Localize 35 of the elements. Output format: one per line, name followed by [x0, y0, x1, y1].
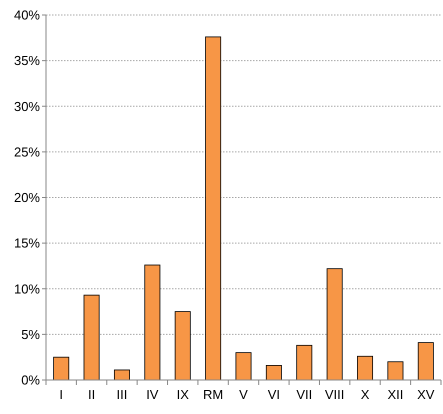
bar — [53, 356, 70, 380]
bar — [236, 352, 252, 380]
y-tick-label: 5% — [21, 326, 40, 342]
x-tick-label: V — [239, 387, 248, 402]
y-tick-label: 15% — [14, 236, 40, 251]
x-tick-label: XII — [387, 387, 404, 402]
y-tick-label: 35% — [14, 53, 40, 68]
bar — [174, 311, 191, 380]
x-tick-label: VIII — [324, 387, 344, 402]
bar — [266, 365, 282, 380]
x-tick-label: VI — [268, 387, 280, 402]
x-tick-label: IV — [146, 387, 159, 402]
x-tick-label: IX — [176, 387, 190, 402]
x-tick-label: I — [59, 387, 64, 402]
x-tick-label: VII — [296, 387, 312, 402]
bar — [326, 268, 343, 380]
bar — [84, 294, 100, 380]
bar — [114, 370, 130, 380]
x-tick-label: RM — [203, 387, 224, 402]
y-tick-label: 10% — [14, 281, 40, 296]
bar — [296, 344, 312, 380]
bar — [357, 356, 374, 380]
bar — [205, 36, 222, 380]
y-tick-label: 30% — [14, 98, 40, 114]
x-tick-label: XV — [417, 387, 435, 402]
x-tick-label: X — [360, 387, 370, 402]
bar — [387, 361, 404, 380]
y-tick-label: 0% — [21, 372, 40, 388]
y-tick-label: 20% — [14, 190, 40, 206]
y-tick-label: 25% — [14, 144, 40, 160]
x-tick-label: III — [116, 387, 128, 402]
y-tick-label: 40% — [14, 8, 40, 23]
bar — [418, 342, 434, 380]
bar — [144, 264, 160, 380]
x-tick-label: II — [88, 387, 96, 402]
